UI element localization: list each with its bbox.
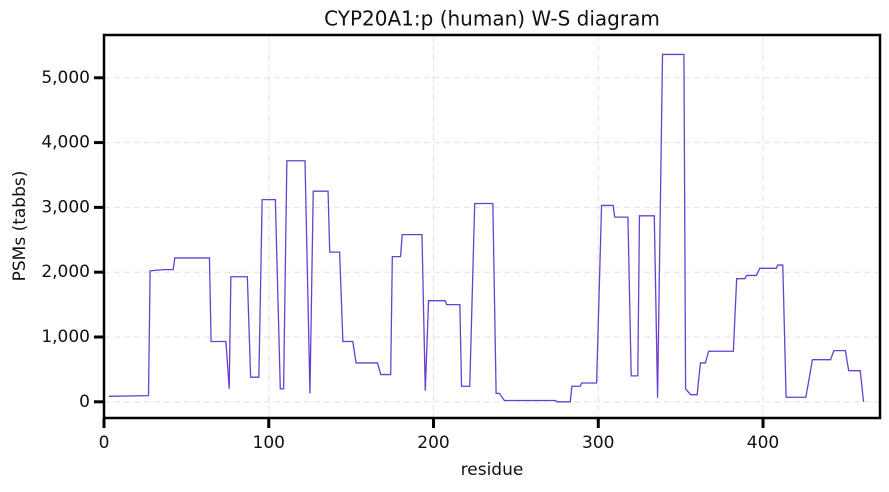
data-line bbox=[108, 53, 865, 403]
plot-frame bbox=[102, 33, 882, 420]
x-tick-label: 0 bbox=[99, 433, 110, 453]
y-tick-label: 3,000 bbox=[41, 197, 90, 217]
x-axis-label: residue bbox=[461, 460, 524, 480]
y-tick-label: 4,000 bbox=[41, 133, 90, 153]
chart-title: CYP20A1:p (human) W-S diagram bbox=[324, 7, 660, 31]
x-tick-label: 300 bbox=[582, 433, 614, 453]
y-tick-label: 5,000 bbox=[41, 68, 90, 88]
y-tick-label: 0 bbox=[79, 392, 90, 412]
x-tick-label: 100 bbox=[253, 433, 285, 453]
y-tick-label: 2,000 bbox=[41, 262, 90, 282]
y-axis-label: PSMs (tabbs) bbox=[10, 171, 30, 282]
x-tick-label: 200 bbox=[417, 433, 449, 453]
x-tick-label: 400 bbox=[747, 433, 779, 453]
y-tick-label: 1,000 bbox=[41, 327, 90, 347]
